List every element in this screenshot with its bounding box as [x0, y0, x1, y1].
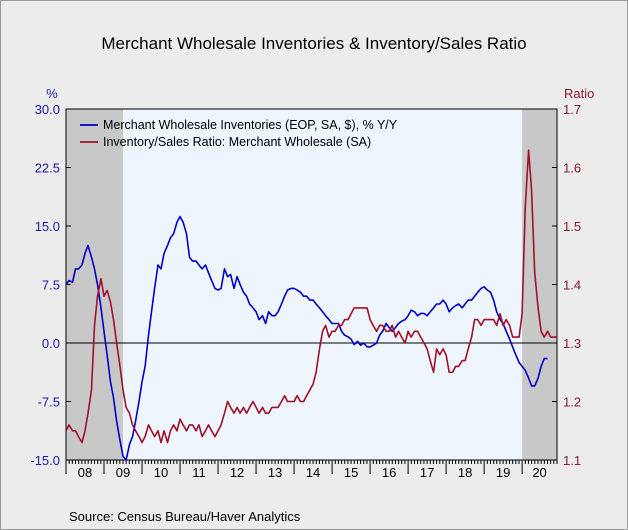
right-tick-label: 1.4 — [563, 278, 581, 293]
left-axis-label: % — [46, 86, 58, 101]
left-tick-label: 30.0 — [35, 102, 60, 117]
legend-label-2: Inventory/Sales Ratio: Merchant Wholesal… — [103, 135, 371, 149]
chart-title: Merchant Wholesale Inventories & Invento… — [101, 34, 527, 53]
legend-label-1: Merchant Wholesale Inventories (EOP, SA,… — [103, 118, 398, 132]
left-tick-label: 22.5 — [35, 161, 60, 176]
x-tick-label: 16 — [382, 465, 396, 480]
right-axis-label: Ratio — [564, 86, 594, 101]
x-tick-label: 08 — [78, 465, 92, 480]
plot-area — [66, 109, 557, 460]
left-tick-label: -15.0 — [30, 453, 60, 468]
x-tick-label: 12 — [230, 465, 244, 480]
x-tick-label: 09 — [116, 465, 130, 480]
x-tick-label: 20 — [532, 465, 546, 480]
x-tick-label: 13 — [268, 465, 282, 480]
x-tick-label: 10 — [154, 465, 168, 480]
left-tick-label: -7.5 — [38, 395, 60, 410]
series-line-2 — [65, 149, 558, 444]
series-line-1 — [65, 215, 548, 461]
x-tick-label: 19 — [496, 465, 510, 480]
right-tick-label: 1.2 — [563, 395, 581, 410]
right-tick-label: 1.3 — [563, 336, 581, 351]
right-tick-label: 1.1 — [563, 453, 581, 468]
x-tick-label: 17 — [420, 465, 434, 480]
right-tick-label: 1.5 — [563, 219, 581, 234]
x-tick-label: 18 — [458, 465, 472, 480]
x-tick-label: 15 — [344, 465, 358, 480]
left-tick-label: 0.0 — [42, 336, 60, 351]
left-tick-label: 15.0 — [35, 219, 60, 234]
source-note: Source: Census Bureau/Haver Analytics — [69, 509, 301, 524]
x-tick-label: 14 — [306, 465, 320, 480]
x-tick-label: 11 — [192, 465, 206, 480]
left-tick-label: 7.5 — [42, 278, 60, 293]
right-tick-label: 1.7 — [563, 102, 581, 117]
right-tick-label: 1.6 — [563, 161, 581, 176]
